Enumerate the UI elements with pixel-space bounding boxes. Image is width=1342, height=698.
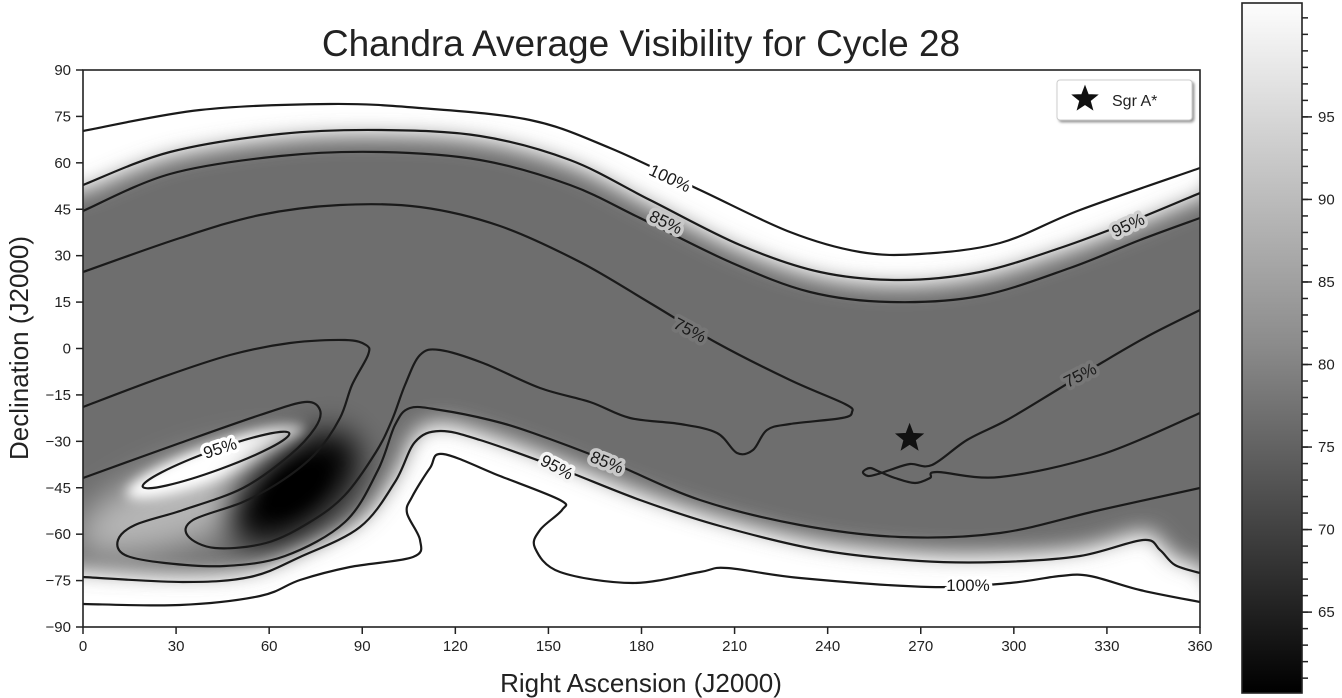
x-tick-label: 60 — [261, 638, 278, 655]
legend-box — [1056, 79, 1193, 121]
contour-75-right — [861, 309, 1200, 485]
legend-label-sgr-a: Sgr A* — [1112, 93, 1157, 110]
y-axis: 90 75 60 45 30 15 0 −15 −30 −45 −60 −75 −90 — [46, 62, 83, 636]
chart-title: Chandra Average Visibility for Cycle 28 — [322, 23, 960, 64]
colorbar-tick-label: 90 — [1318, 191, 1335, 208]
colorbar-ticks: 95 90 85 80 75 70 65 — [1302, 17, 1335, 679]
y-axis-label: Declination (J2000) — [4, 236, 34, 460]
colorbar-tick-label: 75 — [1318, 439, 1335, 456]
y-tick-label: 45 — [54, 201, 71, 218]
colorbar-tick-label: 85 — [1318, 274, 1335, 291]
colorbar: 95 90 85 80 75 70 65 — [1241, 2, 1335, 694]
contour-100-upper — [83, 102, 1200, 257]
contour-75-main — [83, 203, 854, 550]
x-tick-label: 210 — [722, 638, 747, 655]
x-tick-label: 180 — [629, 638, 654, 655]
legend: Sgr A* — [1056, 79, 1193, 121]
y-tick-label: 0 — [63, 341, 71, 358]
x-axis-label: Right Ascension (J2000) — [500, 668, 782, 698]
x-tick-label: 360 — [1187, 638, 1212, 655]
x-tick-label: 300 — [1001, 638, 1026, 655]
plot-area: 100%85%75%95%95%95% 85%75%100% — [83, 70, 1200, 627]
mid-gray-shading — [83, 444, 304, 556]
colorbar-tick-label: 65 — [1318, 604, 1335, 621]
y-tick-label: −60 — [46, 526, 71, 543]
y-tick-label: −45 — [46, 480, 71, 497]
contour-lines — [83, 102, 1200, 607]
x-tick-label: 90 — [354, 638, 371, 655]
y-tick-label: 75 — [54, 108, 71, 125]
high-visibility-island-shading — [126, 425, 306, 499]
contour-label: 100% — [946, 576, 989, 595]
x-axis: 0 30 60 90 120 150 180 210 240 270 300 330 360 — [79, 627, 1213, 655]
colorbar-tick-label: 70 — [1318, 522, 1335, 539]
y-tick-label: −90 — [46, 619, 71, 636]
x-tick-label: 270 — [908, 638, 933, 655]
colorbar-tick-label: 95 — [1318, 109, 1335, 126]
star-marker-icon — [894, 422, 925, 451]
contour-85-upper — [83, 150, 1200, 304]
x-tick-label: 150 — [536, 638, 561, 655]
contour-95-island — [141, 430, 291, 490]
y-tick-label: −30 — [46, 433, 71, 450]
visibility-band-shading — [83, 135, 1200, 574]
y-tick-label: 30 — [54, 248, 71, 265]
colorbar-tick-label: 80 — [1318, 357, 1335, 374]
x-tick-label: 30 — [168, 638, 185, 655]
y-tick-label: 15 — [54, 294, 71, 311]
contour-85-lower — [83, 400, 1200, 568]
x-tick-label: 120 — [443, 638, 468, 655]
x-tick-label: 0 — [79, 638, 87, 655]
y-tick-label: −15 — [46, 387, 71, 404]
y-tick-label: 60 — [54, 155, 71, 172]
legend-star-icon — [1071, 84, 1099, 111]
colorbar-gradient — [1241, 2, 1303, 694]
y-tick-label: −75 — [46, 573, 71, 590]
x-tick-label: 240 — [815, 638, 840, 655]
y-tick-label: 90 — [54, 62, 71, 79]
contour-100-lower — [83, 452, 1200, 607]
contour-95-upper — [83, 128, 1200, 282]
low-visibility-core — [265, 462, 325, 514]
sgr-a-marker[interactable] — [894, 422, 925, 451]
contour-95-lower — [83, 429, 1200, 584]
x-tick-label: 330 — [1094, 638, 1119, 655]
